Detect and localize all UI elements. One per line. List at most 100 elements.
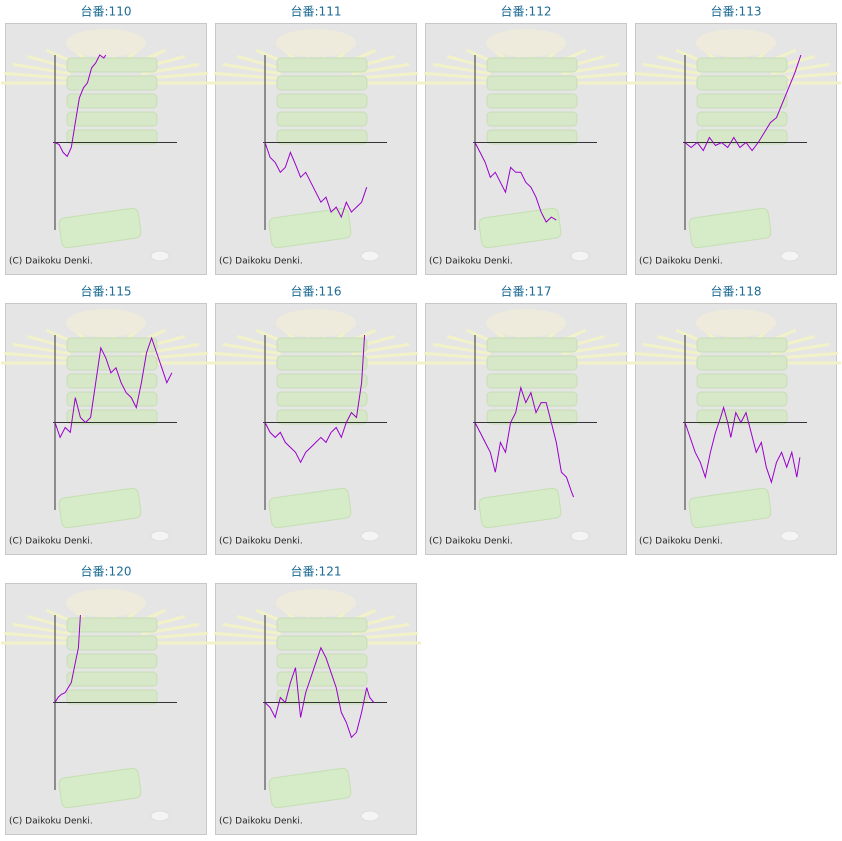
deco-block [486,111,578,127]
deco-block [696,355,788,371]
deco-block [276,689,368,705]
deco-block [486,373,578,389]
copyright: (C) Daikoku Denki. [639,257,723,267]
deco-top [696,29,776,57]
chart-title: 台番:110 [81,4,132,19]
deco-top [696,309,776,337]
ray [213,351,278,360]
deco-block [66,129,158,145]
series-line [474,385,575,498]
deco-coin [360,810,380,822]
deco-tray [268,207,352,249]
deco-block [276,391,368,407]
ray [222,62,281,76]
deco-block [66,355,158,371]
chart-panel: 台番:115 (C) Daikoku Denki. [1,284,211,555]
deco-block [276,337,368,353]
series-line [54,336,173,439]
series-line [264,334,366,464]
deco-tray [478,207,562,249]
deco-block [696,409,788,425]
deco-block [696,373,788,389]
chart-title: 台番:111 [291,4,342,19]
deco-block [276,355,368,371]
deco-top [486,29,566,57]
deco-block [66,635,158,651]
deco-block [486,75,578,91]
deco-block [66,57,158,73]
series-line [264,646,375,739]
copyright: (C) Daikoku Denki. [219,537,303,547]
deco-tray [688,207,772,249]
deco-block [486,57,578,73]
chart-title: 台番:112 [501,4,552,19]
deco-block [66,617,158,633]
series-line [684,405,801,484]
deco-block [696,57,788,73]
copyright: (C) Daikoku Denki. [9,817,93,827]
deco-coin [360,530,380,542]
deco-coin [360,250,380,262]
ray [222,342,281,356]
deco-coin [150,530,170,542]
ray [642,342,701,356]
copyright: (C) Daikoku Denki. [9,257,93,267]
deco-block [66,373,158,389]
deco-block [276,635,368,651]
deco-tray [478,487,562,529]
ray [12,342,71,356]
deco-block [696,75,788,91]
copyright: (C) Daikoku Denki. [639,537,723,547]
chart-panel: 台番:112 (C) Daikoku Denki. [421,4,631,275]
deco-block [276,653,368,669]
copyright: (C) Daikoku Denki. [219,817,303,827]
deco-coin [150,250,170,262]
series-line [474,142,557,223]
ray [3,631,68,640]
chart-panel: 台番:111 (C) Daikoku Denki. [211,4,421,275]
chart-panel: 台番:110 (C) Daikoku Denki. [1,4,211,275]
ray [642,62,701,76]
deco-top [276,309,356,337]
deco-coin [570,530,590,542]
deco-top [276,589,356,617]
deco-block [276,93,368,109]
deco-tray [58,207,142,249]
copyright: (C) Daikoku Denki. [219,257,303,267]
ray [213,71,278,80]
chart-title: 台番:121 [291,564,342,579]
ray [423,71,488,80]
deco-block [486,409,578,425]
deco-top [486,309,566,337]
deco-block [66,671,158,687]
deco-block [486,129,578,145]
ray [432,342,491,356]
ray [423,351,488,360]
series-line [264,142,368,219]
deco-block [276,57,368,73]
copyright: (C) Daikoku Denki. [429,257,513,267]
ray [12,622,71,636]
deco-block [486,337,578,353]
deco-block [66,409,158,425]
deco-tray [58,487,142,529]
chart-title: 台番:113 [711,4,762,19]
deco-block [696,391,788,407]
deco-top [66,309,146,337]
ray [213,631,278,640]
series-line [54,614,81,703]
deco-coin [150,810,170,822]
deco-top [66,29,146,57]
ray [633,351,698,360]
chart-panel: 台番:121 (C) Daikoku Denki. [211,564,421,835]
chart-title: 台番:118 [711,284,762,299]
deco-block [696,129,788,145]
deco-block [276,111,368,127]
copyright: (C) Daikoku Denki. [9,537,93,547]
ray [432,62,491,76]
deco-block [696,337,788,353]
chart-panel: 台番:116 (C) Daikoku Denki. [211,284,421,555]
deco-block [66,653,158,669]
deco-block [276,75,368,91]
